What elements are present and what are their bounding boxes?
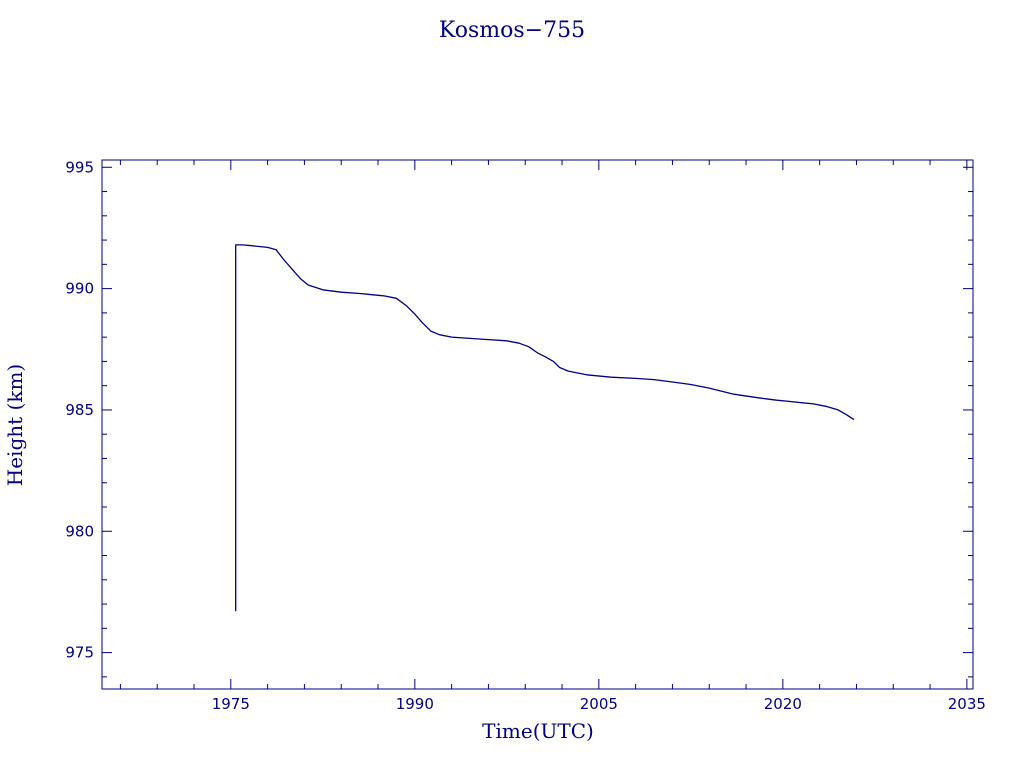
tick-labels: 1975 1990 2005 2020 2035 975 980 985 990 995 [65, 158, 986, 713]
y-tick-label: 975 [65, 644, 94, 662]
y-axis-title: Height (km) [3, 364, 27, 486]
x-tick-label: 2020 [764, 695, 802, 713]
axis-ticks [102, 160, 973, 689]
y-tick-label: 980 [65, 522, 94, 540]
x-axis-title: Time(UTC) [482, 719, 594, 743]
y-tick-label: 995 [65, 158, 94, 176]
plot-frame [101, 159, 974, 690]
x-tick-label: 1975 [212, 695, 250, 713]
y-tick-label: 990 [65, 280, 94, 298]
x-tick-label: 2005 [580, 695, 618, 713]
x-tick-label: 2035 [948, 695, 986, 713]
x-tick-label: 1990 [396, 695, 434, 713]
chart-title: Kosmos−755 [439, 18, 585, 43]
height-series-line [235, 244, 855, 612]
y-tick-label: 985 [65, 401, 94, 419]
